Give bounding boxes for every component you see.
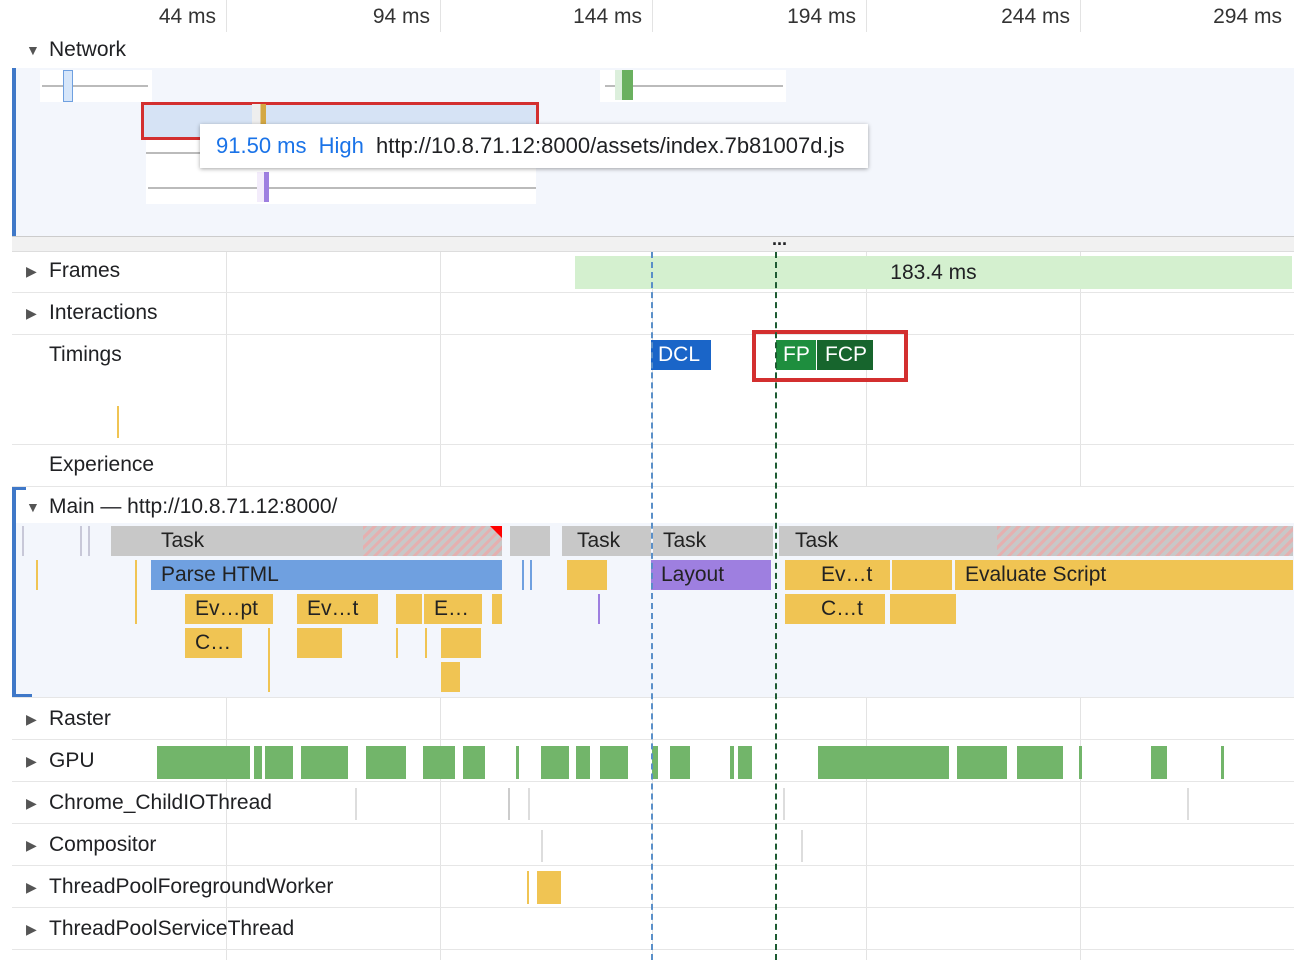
task-label: Task (577, 529, 621, 552)
event-label: Evaluate Script (965, 563, 1107, 586)
expand-triangle-icon[interactable]: ▶ (26, 837, 37, 853)
long-task-flag-icon (490, 526, 502, 538)
tick-label: 294 ms (1213, 5, 1282, 28)
fcp-marker[interactable]: FCP (817, 340, 873, 370)
task-label: Task (795, 529, 839, 552)
dcl-line (651, 252, 653, 960)
fp-marker[interactable]: FP (776, 340, 816, 370)
tick-label: 44 ms (158, 5, 216, 28)
task-block[interactable]: Task (562, 526, 651, 556)
event-block[interactable] (441, 662, 460, 692)
gpu-track[interactable] (12, 740, 1294, 782)
long-task-overflow (363, 526, 502, 556)
task-label: Task (663, 529, 707, 552)
event-block[interactable]: C…t (785, 594, 885, 624)
event-label: C…t (821, 597, 863, 620)
event-label: Parse HTML (161, 563, 279, 586)
compositor-label: Compositor (49, 833, 157, 856)
task-block[interactable]: Task (653, 526, 773, 556)
task-block[interactable]: Task (779, 526, 997, 556)
evaluate-script-block[interactable]: Evaluate Script (955, 560, 1293, 590)
frame-block[interactable]: 183.4 ms (575, 256, 1292, 289)
main-label: Main — http://10.8.71.12:8000/ (49, 495, 338, 518)
raster-track[interactable] (12, 698, 1294, 740)
dcl-marker[interactable]: DCL (651, 340, 711, 370)
expand-triangle-icon[interactable]: ▶ (26, 305, 37, 321)
divider-handle[interactable]: ... (772, 229, 788, 249)
event-block[interactable] (441, 628, 481, 658)
tick-label: 94 ms (372, 5, 430, 28)
gpu-label: GPU (49, 749, 95, 772)
network-request[interactable] (63, 70, 73, 102)
expand-triangle-icon[interactable]: ▶ (26, 753, 37, 769)
highlight-box (752, 330, 908, 382)
tick-label: 244 ms (1001, 5, 1070, 28)
event-label: Ev…t (821, 563, 873, 586)
event-block[interactable] (492, 594, 502, 624)
parse-html-block[interactable]: Parse HTML (151, 560, 502, 590)
event-block[interactable]: Ev…t (785, 560, 890, 590)
layout-block[interactable]: Layout (651, 560, 771, 590)
expand-triangle-icon[interactable]: ▶ (26, 795, 37, 811)
event-block[interactable] (396, 594, 422, 624)
childio-track[interactable] (12, 782, 1294, 824)
interactions-track[interactable] (12, 293, 1294, 335)
event-block[interactable]: E… (424, 594, 482, 624)
interactions-label: Interactions (49, 301, 158, 324)
tooltip-url: http://10.8.71.12:8000/assets/index.7b81… (376, 133, 845, 158)
timings-label: Timings (49, 343, 122, 366)
event-label: Ev…t (307, 597, 359, 620)
expand-triangle-icon[interactable]: ▶ (26, 879, 37, 895)
event-block[interactable]: C… (185, 628, 242, 658)
tpfw-track[interactable] (12, 866, 1294, 908)
collapse-triangle-icon[interactable]: ▼ (26, 499, 40, 515)
main-track[interactable] (12, 487, 1294, 698)
task-block[interactable] (510, 526, 550, 556)
event-block[interactable]: Ev…pt (185, 594, 273, 624)
tick-label: 144 ms (573, 5, 642, 28)
event-label: Layout (661, 563, 725, 586)
long-task-overflow (997, 526, 1293, 556)
event-block[interactable]: Ev…t (297, 594, 378, 624)
network-request[interactable] (257, 172, 269, 202)
event-label: Ev…pt (195, 597, 259, 620)
experience-track (12, 445, 1294, 487)
tpfw-label: ThreadPoolForegroundWorker (49, 875, 334, 898)
tooltip-priority: High (318, 133, 364, 158)
frames-track[interactable] (12, 252, 1294, 293)
frame-duration: 183.4 ms (890, 261, 977, 284)
experience-label: Experience (49, 453, 155, 476)
compositor-track[interactable] (12, 824, 1294, 866)
event-block[interactable] (890, 594, 956, 624)
event-label: E… (434, 597, 470, 620)
tpst-track[interactable] (12, 908, 1294, 950)
timings-track (12, 335, 1294, 445)
network-tooltip: 91.50 ms High http://10.8.71.12:8000/ass… (200, 124, 869, 168)
collapse-triangle-icon[interactable]: ▼ (26, 42, 40, 58)
expand-triangle-icon[interactable]: ▶ (26, 263, 37, 279)
event-block[interactable] (892, 560, 952, 590)
raster-label: Raster (49, 707, 111, 730)
task-label: Task (161, 529, 205, 552)
network-label: Network (49, 38, 127, 61)
expand-triangle-icon[interactable]: ▶ (26, 711, 37, 727)
event-block[interactable] (567, 560, 607, 590)
frames-label: Frames (49, 259, 121, 282)
track-divider[interactable]: ... (12, 229, 1294, 252)
tpst-label: ThreadPoolServiceThread (49, 917, 295, 940)
childio-label: Chrome_ChildIOThread (49, 791, 272, 814)
tooltip-duration: 91.50 ms (216, 133, 307, 158)
event-label: C… (195, 631, 232, 654)
network-request[interactable] (615, 70, 633, 100)
event-block[interactable] (297, 628, 342, 658)
expand-triangle-icon[interactable]: ▶ (26, 921, 37, 937)
tick-label: 194 ms (787, 5, 856, 28)
fcp-line (775, 252, 777, 960)
